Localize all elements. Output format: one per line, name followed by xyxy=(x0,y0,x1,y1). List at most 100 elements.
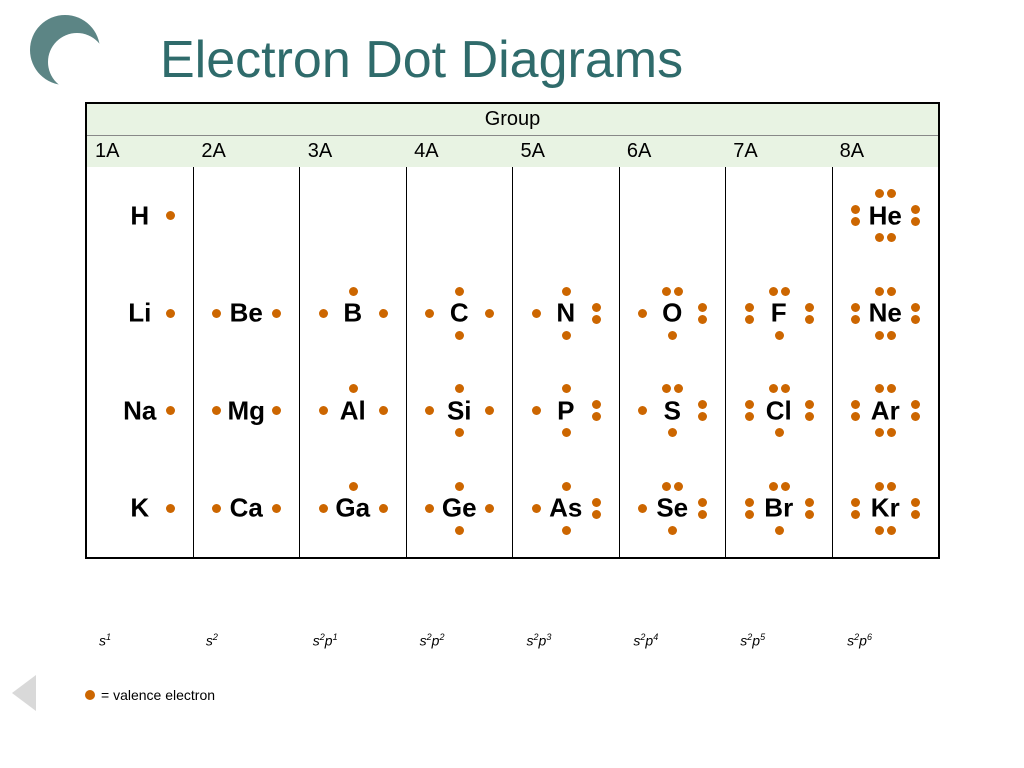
valence-electron-dot xyxy=(851,510,860,519)
table-column: FClBr xyxy=(726,167,833,557)
valence-electron-dot xyxy=(455,526,464,535)
column-header: 4A xyxy=(406,136,512,167)
valence-electron-dot xyxy=(592,510,601,519)
prev-slide-button[interactable] xyxy=(12,675,36,711)
valence-electron-dot xyxy=(638,309,647,318)
valence-electron-dot xyxy=(562,482,571,491)
valence-electron-dot xyxy=(212,309,221,318)
element-symbol: C xyxy=(450,298,469,329)
electron-config-row: s1s2s2p1s2p2s2p3s2p4s2p5s2p6 xyxy=(85,632,940,649)
element-cell xyxy=(194,167,300,265)
element-cell: B xyxy=(300,265,406,363)
valence-electron-dot xyxy=(379,504,388,513)
element-symbol: Ge xyxy=(442,493,477,524)
valence-electron-dot xyxy=(592,400,601,409)
element-cell: Ar xyxy=(833,362,939,460)
element-symbol: Ne xyxy=(869,298,902,329)
element-symbol: As xyxy=(549,493,582,524)
element-symbol: Ca xyxy=(230,493,263,524)
valence-electron-dot xyxy=(349,482,358,491)
valence-electron-dot xyxy=(851,303,860,312)
valence-electron-dot xyxy=(319,504,328,513)
element-symbol: Na xyxy=(123,395,156,426)
valence-electron-dot xyxy=(425,504,434,513)
column-header: 6A xyxy=(619,136,725,167)
valence-electron-dot xyxy=(875,482,884,491)
valence-electron-dot xyxy=(698,412,707,421)
element-cell: S xyxy=(620,362,726,460)
element-symbol: N xyxy=(556,298,575,329)
element-cell xyxy=(726,167,832,265)
valence-electron-dot xyxy=(272,406,281,415)
valence-electron-dot xyxy=(805,400,814,409)
element-symbol: Be xyxy=(230,298,263,329)
table-column: NPAs xyxy=(513,167,620,557)
element-cell: Na xyxy=(87,362,193,460)
element-symbol: Br xyxy=(764,493,793,524)
element-cell: Mg xyxy=(194,362,300,460)
valence-electron-dot xyxy=(887,287,896,296)
valence-electron-dot xyxy=(562,384,571,393)
legend-text: = valence electron xyxy=(101,687,215,703)
valence-electron-dot xyxy=(745,400,754,409)
valence-electron-dot xyxy=(875,331,884,340)
table-column: C Si Ge xyxy=(407,167,514,557)
valence-electron-dot xyxy=(698,315,707,324)
valence-electron-dot xyxy=(911,510,920,519)
element-cell: Si xyxy=(407,362,513,460)
element-cell xyxy=(300,167,406,265)
element-cell xyxy=(620,167,726,265)
valence-electron-dot xyxy=(319,406,328,415)
element-symbol: Ga xyxy=(335,493,370,524)
valence-electron-dot xyxy=(745,498,754,507)
element-cell: Ge xyxy=(407,460,513,558)
valence-electron-dot xyxy=(485,309,494,318)
valence-electron-dot xyxy=(875,189,884,198)
element-cell: Ne xyxy=(833,265,939,363)
slide-bullet-inner xyxy=(48,33,106,91)
electron-config-label: s2p6 xyxy=(833,632,940,649)
valence-electron-dot xyxy=(875,428,884,437)
valence-electron-dot xyxy=(532,504,541,513)
group-header: Group xyxy=(87,104,938,136)
element-cell: As xyxy=(513,460,619,558)
valence-electron-dot xyxy=(745,303,754,312)
valence-electron-dot xyxy=(272,309,281,318)
table-column: HLiNaK xyxy=(87,167,194,557)
element-cell: N xyxy=(513,265,619,363)
valence-electron-dot xyxy=(662,482,671,491)
element-cell: Ca xyxy=(194,460,300,558)
valence-electron-dot xyxy=(592,498,601,507)
valence-electron-dot xyxy=(674,482,683,491)
electron-config-label: s2p4 xyxy=(619,632,726,649)
valence-electron-dot xyxy=(851,498,860,507)
valence-electron-dot xyxy=(851,412,860,421)
valence-electron-dot xyxy=(745,412,754,421)
element-cell: K xyxy=(87,460,193,558)
valence-electron-dot xyxy=(562,331,571,340)
valence-electron-dot xyxy=(887,384,896,393)
valence-electron-dot xyxy=(805,510,814,519)
periodic-table: Group 1A2A3A4A5A6A7A8A HLiNaKBeMgCaBAlGa… xyxy=(85,102,940,559)
valence-electron-dot xyxy=(911,217,920,226)
valence-electron-dot xyxy=(455,428,464,437)
element-cell xyxy=(407,167,513,265)
valence-electron-dot xyxy=(349,384,358,393)
valence-electron-dot xyxy=(166,406,175,415)
valence-electron-dot xyxy=(349,287,358,296)
electron-config-label: s2p3 xyxy=(513,632,620,649)
valence-electron-dot xyxy=(668,526,677,535)
element-symbol: F xyxy=(771,298,787,329)
valence-electron-dot xyxy=(532,309,541,318)
valence-electron-dot xyxy=(562,526,571,535)
valence-electron-dot xyxy=(781,384,790,393)
valence-electron-dot xyxy=(638,406,647,415)
valence-electron-dot xyxy=(592,315,601,324)
valence-electron-dot xyxy=(887,526,896,535)
element-cell: O xyxy=(620,265,726,363)
valence-electron-dot xyxy=(805,498,814,507)
table-column: BAlGa xyxy=(300,167,407,557)
valence-electron-dot xyxy=(319,309,328,318)
valence-electron-dot xyxy=(875,384,884,393)
element-symbol: S xyxy=(664,395,681,426)
